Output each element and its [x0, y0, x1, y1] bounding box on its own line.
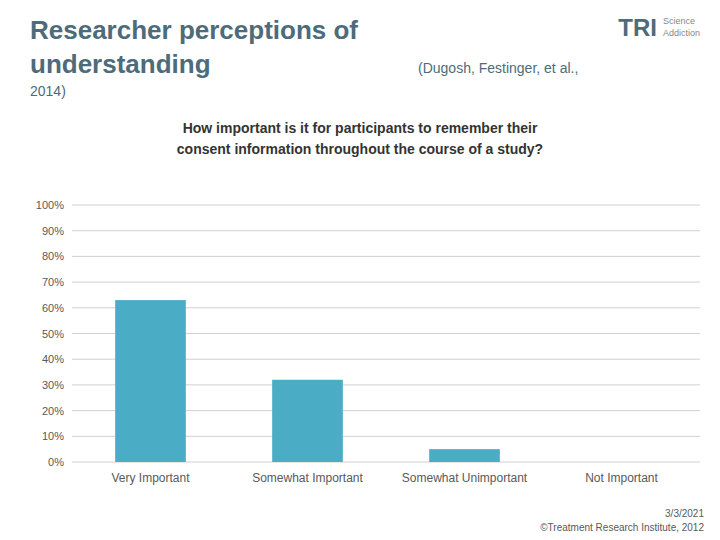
- logo: TRI Science Addiction: [618, 16, 700, 40]
- bar: [586, 462, 657, 463]
- footer-copy: ©Treatment Research Institute, 2012: [540, 522, 704, 533]
- x-tick-label: Not Important: [585, 471, 658, 485]
- y-tick-label: 100%: [36, 199, 64, 211]
- grid-line: [72, 230, 700, 231]
- x-tick-label: Somewhat Unimportant: [402, 471, 528, 485]
- footer-date: 3/3/2021: [665, 508, 704, 519]
- y-tick-label: 40%: [42, 353, 64, 365]
- title: Researcher perceptions of understanding: [30, 14, 410, 82]
- title-block: Researcher perceptions of understanding(…: [30, 14, 590, 100]
- bars: [115, 300, 500, 462]
- page: 0% 10% 20% 30% 40% 50% 60% 70% 80% 90% 100% Very Im…: [0, 0, 720, 540]
- bar: [272, 380, 343, 462]
- bar: [115, 300, 186, 462]
- grid-line: [72, 205, 700, 206]
- y-tick-label: 50%: [42, 328, 64, 340]
- grid: [72, 205, 700, 462]
- grid-line: [72, 282, 700, 283]
- logo-sub: Science Addiction: [663, 16, 700, 39]
- subtitle: How important is it for participants to …: [177, 118, 543, 160]
- grid-line: [72, 256, 700, 257]
- y-tick-label: 90%: [42, 225, 64, 237]
- chart: 0% 10% 20% 30% 40% 50% 60% 70% 80% 90% 100% Very Im…: [0, 0, 720, 540]
- y-tick-label: 30%: [42, 379, 64, 391]
- y-tick-label: 10%: [42, 430, 64, 442]
- y-tick-label: 70%: [42, 276, 64, 288]
- y-tick-label: 0%: [48, 456, 64, 468]
- footer-line: ©Treatment Research Institute, 2012: [540, 521, 704, 535]
- y-tick-label: 60%: [42, 302, 64, 314]
- bar: [429, 449, 500, 462]
- y-tick-label: 80%: [42, 250, 64, 262]
- footer: 3/3/2021 ©Treatment Research Institute, 2…: [540, 507, 704, 534]
- footer-line: 3/3/2021: [540, 507, 704, 521]
- y-tick-label: 20%: [42, 405, 64, 417]
- subtitle-block: How important is it for participants to …: [0, 118, 720, 160]
- x-tick-label: Very Important: [111, 471, 190, 485]
- x-tick-label: Somewhat Important: [252, 471, 363, 485]
- logo-text: TRI: [618, 16, 657, 40]
